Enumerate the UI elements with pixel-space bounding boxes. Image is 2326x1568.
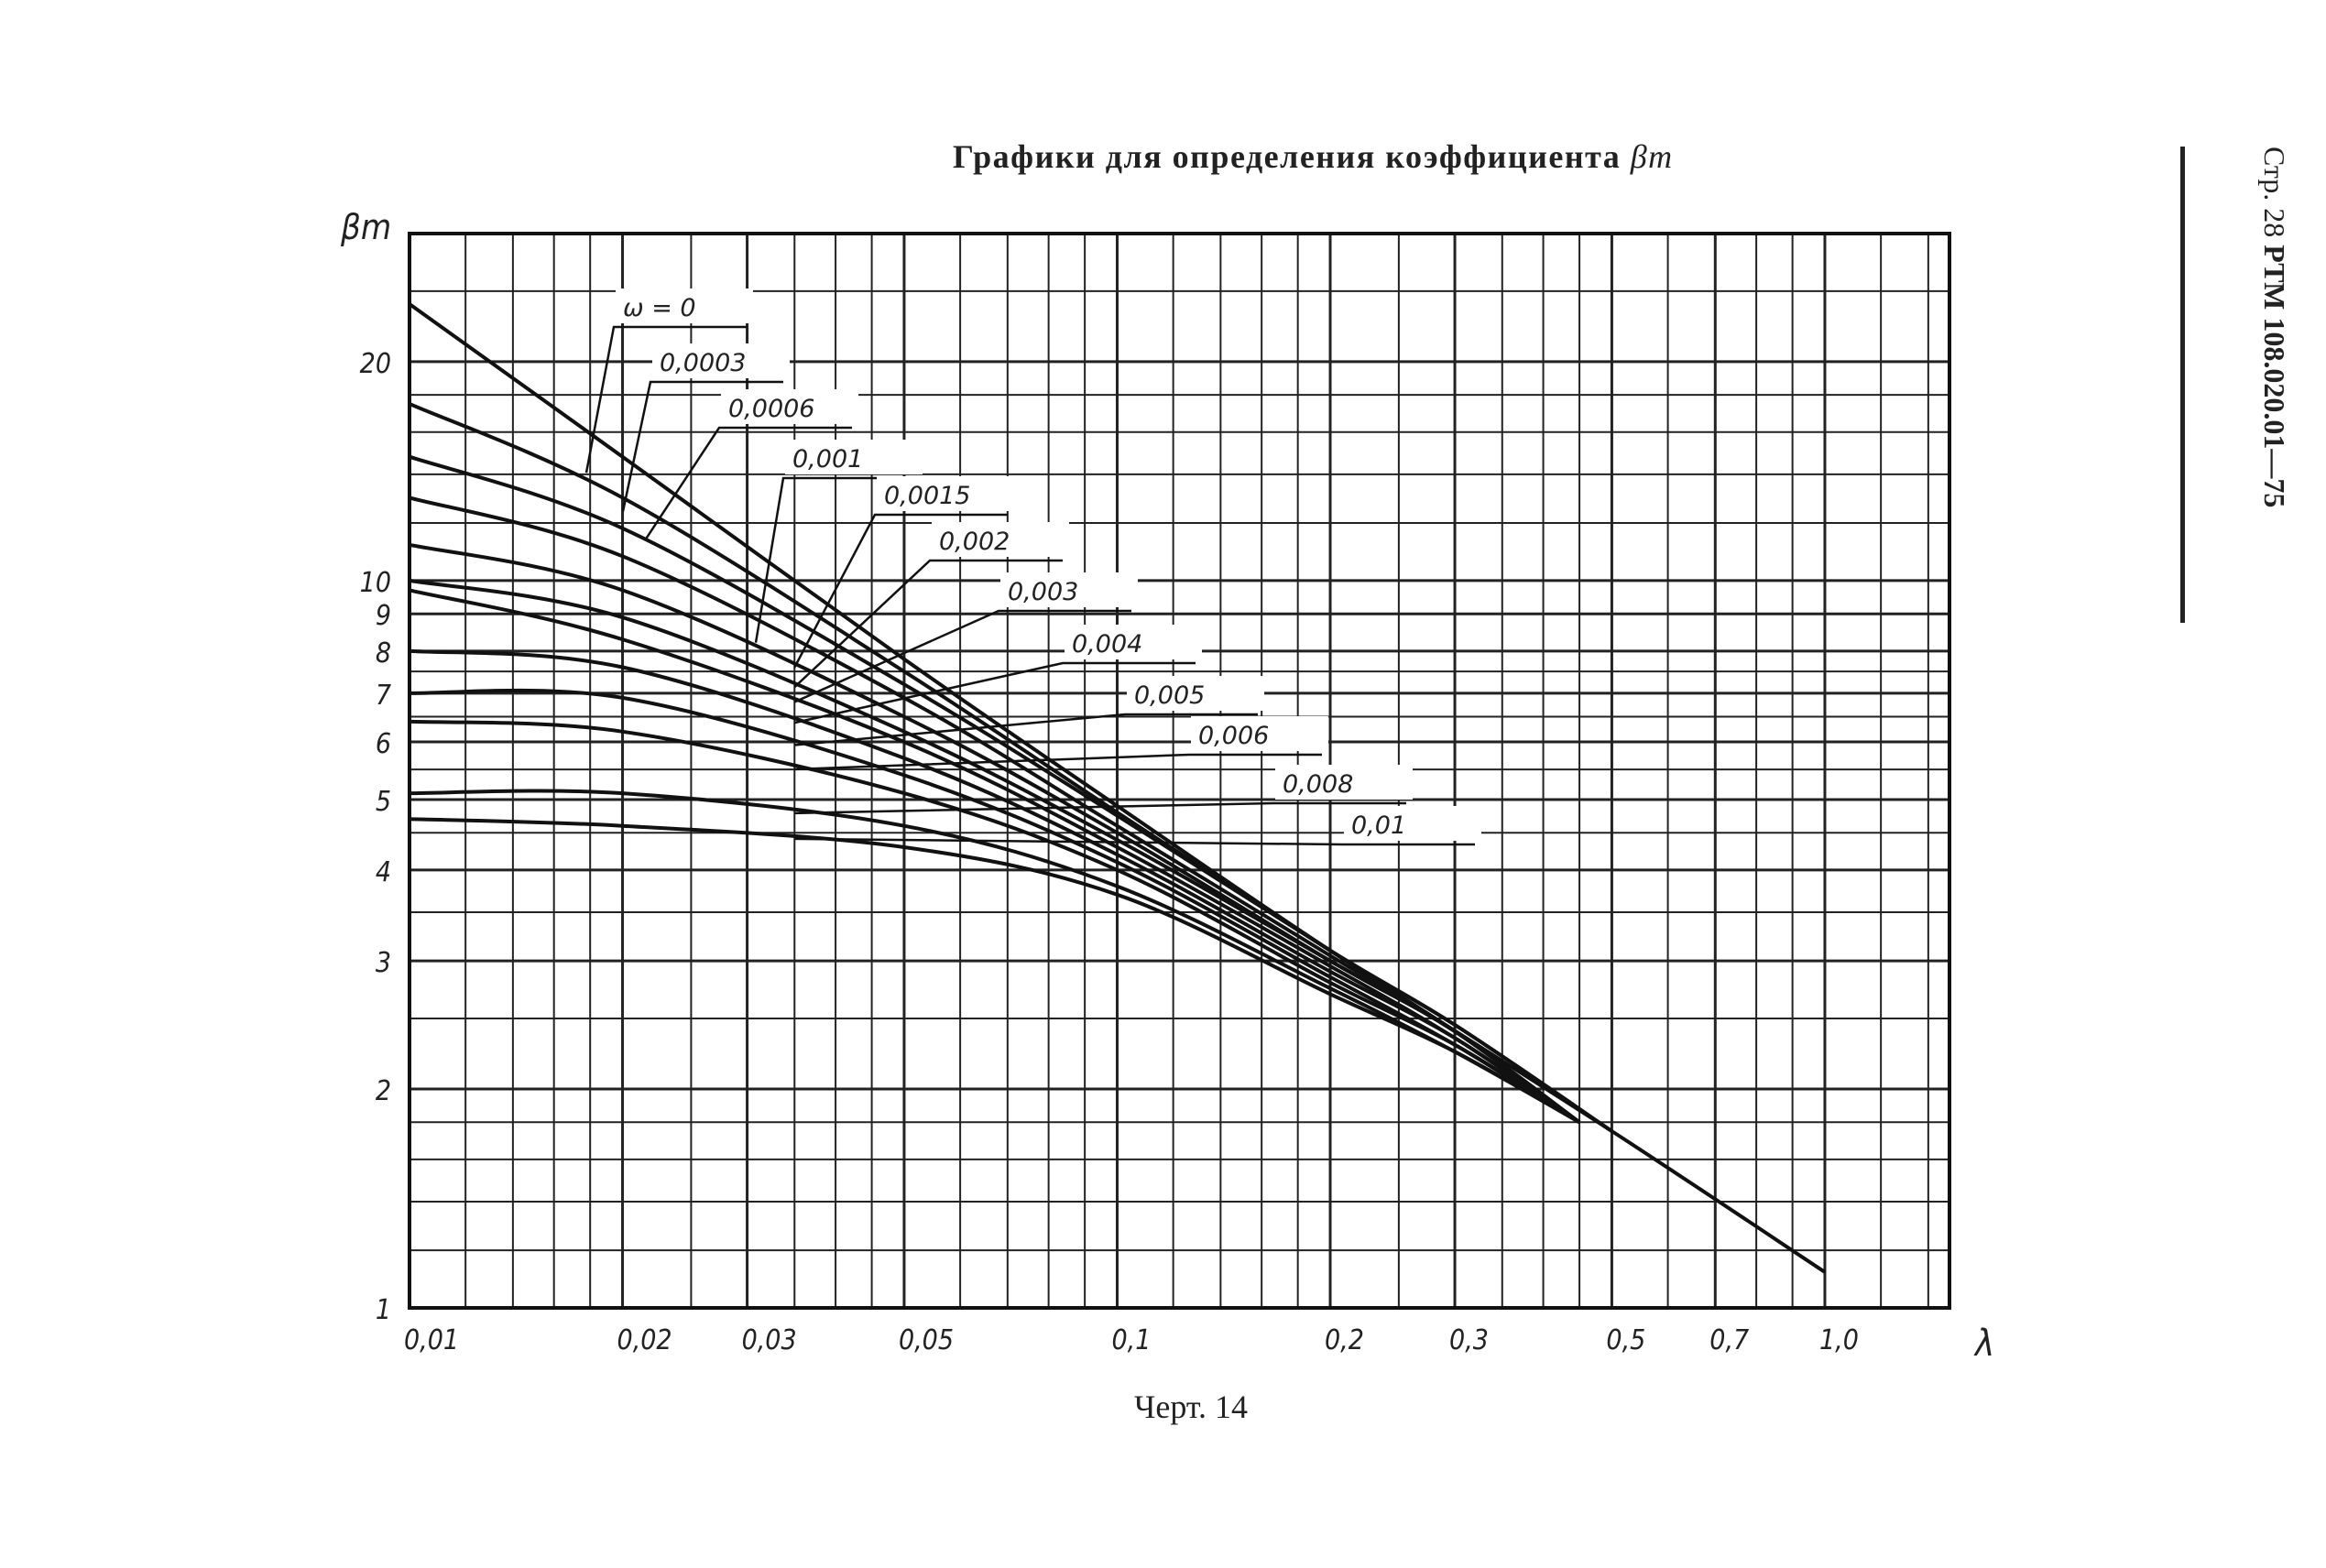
leader-line-11 [794,837,1475,846]
leader-line-1 [621,380,783,512]
page-side-header: Стр. 28 РТМ 108.020.01—75 [2236,147,2291,623]
label-bg-9 [1191,716,1328,751]
y-tick-labels: 1 2 3 4 5 6 7 8 910 20 [360,348,391,1326]
x-tick-label: 0,03 [742,1324,797,1356]
leader-line-8 [794,713,1258,746]
x-tick-label: 0,02 [617,1324,672,1356]
series-label-1: 0,0003 [660,349,746,377]
series-label-4: 0,0015 [884,482,970,510]
leader-line-3 [754,476,916,643]
x-axis-label: λ [1973,1323,1994,1365]
leader-line-6 [793,609,1131,703]
series-line-2 [409,454,1613,1133]
x-tick-labels: 0,01 0,02 0,03 0,05 0,1 0,2 0,3 0,5 0,7 1,0 [404,1324,1859,1356]
x-tick-label: 0,1 [1111,1324,1151,1356]
x-tick-label: 1,0 [1819,1324,1859,1356]
label-bg-2 [721,389,858,424]
y-tick-label: 20 [360,348,391,380]
label-bg-8 [1127,676,1264,711]
label-bg-0 [616,289,753,323]
label-bg-6 [1000,572,1138,607]
y-tick-label: 9 [376,600,391,632]
y-tick-label: 3 [376,947,391,979]
y-tick-label: 8 [376,637,391,670]
series-line-6 [409,588,1581,1124]
chart-title: Графики для определения коэффициента βm [953,137,1686,176]
series-line-8 [409,688,1581,1124]
series-label-5: 0,002 [939,528,1010,556]
chart-grid [408,233,1949,1310]
y-axis-label: βm [340,207,391,247]
series-label-7: 0,004 [1072,630,1142,659]
series-leaders [584,325,1475,846]
y-tick-label: 4 [376,856,391,888]
figure-caption: Черт. 14 [1134,1388,1248,1425]
series-line-7 [409,648,1581,1124]
y-tick-label: 7 [376,680,391,712]
y-tick-label: 1 [376,1294,391,1326]
series-label-0: ω = 0 [623,294,696,322]
x-tick-label: 0,01 [404,1324,459,1356]
chart-frame [408,232,1951,1310]
label-bg-5 [932,522,1069,557]
series-label-6: 0,003 [1008,578,1078,606]
leader-line-2 [643,426,852,541]
y-tick-label: 6 [376,728,391,760]
leader-line-0 [584,325,747,474]
chart-series [408,302,1827,1274]
document-code: РТМ 108.020.01—75 [2258,245,2291,508]
x-tick-label: 0,3 [1449,1324,1489,1356]
x-tick-label: 0,5 [1606,1324,1645,1356]
series-line-5 [409,578,1581,1124]
label-bg-1 [652,343,790,378]
label-bg-11 [1344,806,1481,841]
series-label-2: 0,0006 [728,395,814,423]
y-tick-label: 2 [376,1075,391,1107]
x-tick-label: 0,7 [1709,1324,1749,1356]
leader-line-9 [794,753,1322,771]
label-bg-3 [785,440,923,474]
series-label-11: 0,01 [1351,811,1406,840]
leader-line-5 [793,559,1063,689]
series-line-11 [409,817,1581,1125]
series-line-9 [409,719,1581,1124]
leader-line-7 [794,661,1196,724]
label-bg-4 [877,476,1014,511]
x-tick-label: 0,2 [1325,1324,1364,1356]
page-side-rule [2180,147,2236,623]
chart-title-symbol: βm [1630,138,1674,175]
y-tick-label: 5 [376,786,391,818]
y-tick-label: 10 [360,567,391,599]
leader-line-4 [793,513,1008,669]
series-label-3: 0,001 [792,445,863,474]
leader-line-10 [794,801,1406,815]
chart-title-text: Графики для определения коэффициента [953,138,1622,175]
page-number: Стр. 28 [2258,147,2291,238]
label-bg-10 [1275,765,1413,800]
series-label-8: 0,005 [1134,681,1205,710]
series-label-9: 0,006 [1198,722,1269,750]
label-bg-7 [1065,625,1202,659]
series-labels: ω = 0 0,0003 0,0006 0,001 0,0015 0,002 0,003 0,… [616,289,1481,841]
series-label-10: 0,008 [1283,770,1353,799]
x-tick-label: 0,05 [899,1324,954,1356]
